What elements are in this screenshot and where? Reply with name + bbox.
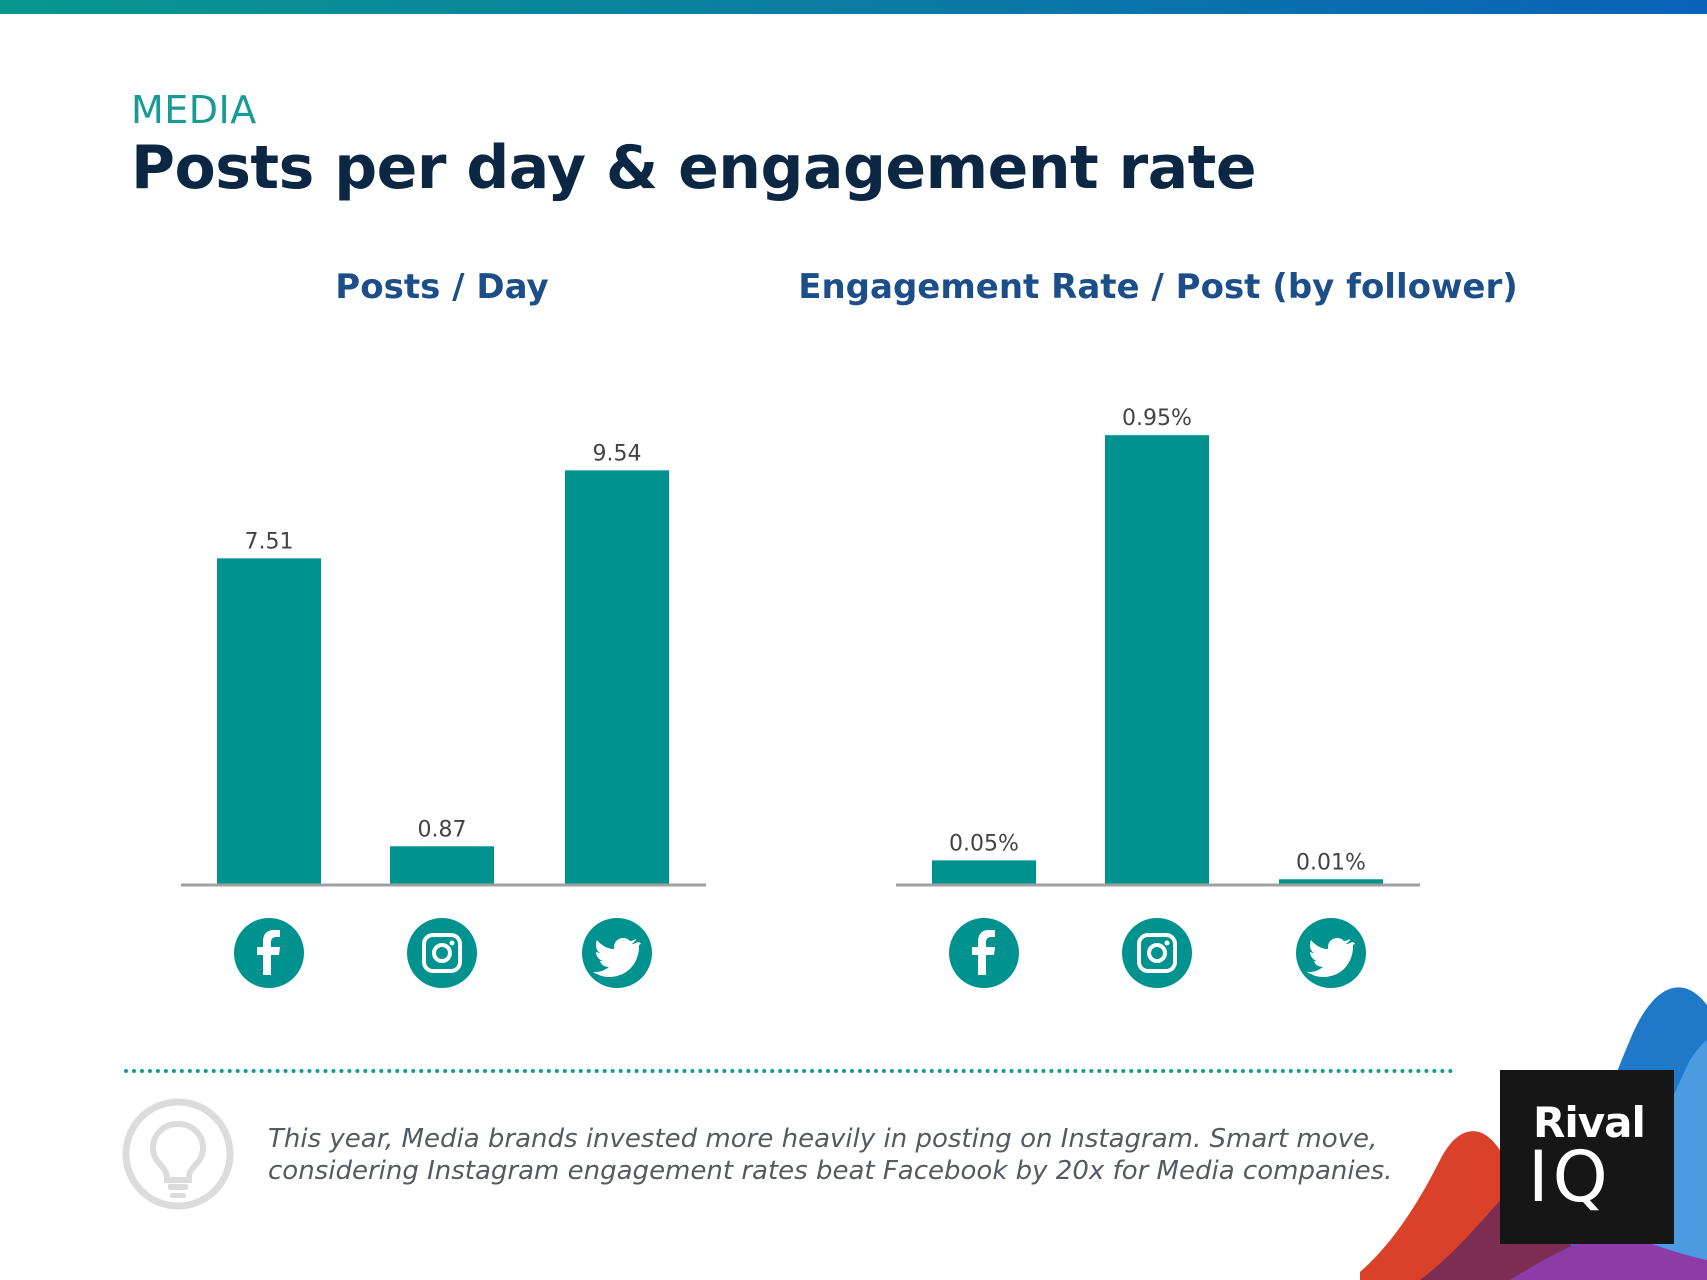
twitter-icon — [582, 918, 652, 988]
insight-note: This year, Media brands invested more he… — [268, 1123, 1393, 1187]
data-label-instagram: 0.87 — [418, 817, 467, 842]
bar-twitter — [1279, 879, 1383, 884]
rival-iq-logo: Rival IQ — [1500, 1070, 1674, 1244]
bar-facebook — [932, 860, 1036, 884]
lightbulb-icon — [122, 1098, 234, 1210]
section-eyebrow: MEDIA — [131, 88, 257, 132]
insight-note-line-2: considering Instagram engagement rates b… — [268, 1156, 1393, 1186]
bar-instagram — [1105, 435, 1209, 884]
instagram-icon — [407, 918, 477, 988]
bar-instagram — [390, 846, 494, 884]
logo-text-iq: IQ — [1528, 1136, 1612, 1218]
chart-title-engagement-rate: Engagement Rate / Post (by follower) — [798, 267, 1518, 307]
data-label-facebook: 0.05% — [949, 831, 1019, 856]
data-label-facebook: 7.51 — [245, 529, 294, 554]
twitter-icon — [1296, 918, 1366, 988]
bar-facebook — [217, 558, 321, 884]
data-label-twitter: 9.54 — [593, 441, 642, 466]
logo-text-rival: Rival — [1533, 1098, 1646, 1147]
top-accent-bar — [0, 0, 1707, 14]
data-label-instagram: 0.95% — [1122, 406, 1192, 431]
instagram-icon — [1122, 918, 1192, 988]
page-title: Posts per day & engagement rate — [131, 133, 1257, 203]
chart-title-posts-per-day: Posts / Day — [335, 267, 549, 307]
insight-note-line-1: This year, Media brands invested more he… — [268, 1124, 1378, 1154]
data-label-twitter: 0.01% — [1296, 850, 1366, 875]
facebook-icon — [949, 918, 1019, 988]
bar-twitter — [565, 470, 669, 884]
dotted-divider — [124, 1069, 1454, 1073]
charts-canvas: 7.51 0.87 9.54 0.05% 0.95% 0.01% — [181, 406, 1420, 988]
facebook-icon — [234, 918, 304, 988]
